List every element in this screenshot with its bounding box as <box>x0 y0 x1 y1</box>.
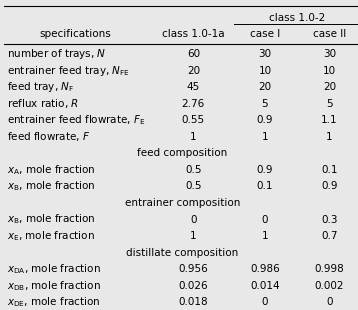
Text: entrainer composition: entrainer composition <box>125 198 240 208</box>
Text: 5: 5 <box>262 99 268 109</box>
Text: 1: 1 <box>190 132 197 142</box>
Text: feed flowrate, $F$: feed flowrate, $F$ <box>7 131 91 143</box>
Text: 0: 0 <box>326 297 333 307</box>
Text: case II: case II <box>313 29 346 39</box>
Text: 0: 0 <box>190 215 197 224</box>
Text: 30: 30 <box>323 49 336 59</box>
Text: 1: 1 <box>262 132 268 142</box>
Text: feed composition: feed composition <box>137 148 228 158</box>
Text: distillate composition: distillate composition <box>126 248 239 258</box>
Text: 60: 60 <box>187 49 200 59</box>
Text: 0: 0 <box>262 215 268 224</box>
Text: 0.014: 0.014 <box>250 281 280 291</box>
Text: $x_{\mathrm{A}}$, mole fraction: $x_{\mathrm{A}}$, mole fraction <box>7 163 96 177</box>
Text: reflux ratio, $R$: reflux ratio, $R$ <box>7 97 79 110</box>
Text: 0.1: 0.1 <box>257 181 273 192</box>
Text: entrainer feed flowrate, $F_{\mathrm{E}}$: entrainer feed flowrate, $F_{\mathrm{E}}… <box>7 113 146 127</box>
Text: 1: 1 <box>262 231 268 241</box>
Text: 0.002: 0.002 <box>315 281 344 291</box>
Text: 0.018: 0.018 <box>179 297 208 307</box>
Text: 0.998: 0.998 <box>314 264 344 274</box>
Text: $x_{\mathrm{DB}}$, mole fraction: $x_{\mathrm{DB}}$, mole fraction <box>7 279 101 293</box>
Text: $x_{\mathrm{DA}}$, mole fraction: $x_{\mathrm{DA}}$, mole fraction <box>7 262 101 276</box>
Text: 0.9: 0.9 <box>257 165 273 175</box>
Text: class 1.0-1a: class 1.0-1a <box>162 29 224 39</box>
Text: 1.1: 1.1 <box>321 115 338 125</box>
Text: class 1.0-2: class 1.0-2 <box>269 13 325 23</box>
Text: 0: 0 <box>262 297 268 307</box>
Text: 30: 30 <box>258 49 271 59</box>
Text: 0.9: 0.9 <box>257 115 273 125</box>
Text: 0.5: 0.5 <box>185 165 202 175</box>
Text: 1: 1 <box>190 231 197 241</box>
Text: $x_{\mathrm{B}}$, mole fraction: $x_{\mathrm{B}}$, mole fraction <box>7 179 96 193</box>
Text: 10: 10 <box>258 66 271 76</box>
Text: 0.986: 0.986 <box>250 264 280 274</box>
Text: 20: 20 <box>187 66 200 76</box>
Text: feed tray, $N_{\mathrm{F}}$: feed tray, $N_{\mathrm{F}}$ <box>7 80 74 94</box>
Text: specifications: specifications <box>40 29 112 39</box>
Text: 0.956: 0.956 <box>178 264 208 274</box>
Text: 10: 10 <box>323 66 336 76</box>
Text: 1: 1 <box>326 132 333 142</box>
Text: 20: 20 <box>258 82 271 92</box>
Text: 20: 20 <box>323 82 336 92</box>
Text: entrainer feed tray, $N_{\mathrm{FE}}$: entrainer feed tray, $N_{\mathrm{FE}}$ <box>7 64 130 78</box>
Text: number of trays, $N$: number of trays, $N$ <box>7 47 107 61</box>
Text: 0.026: 0.026 <box>179 281 208 291</box>
Text: $x_{\mathrm{B}}$, mole fraction: $x_{\mathrm{B}}$, mole fraction <box>7 213 96 226</box>
Text: $x_{\mathrm{E}}$, mole fraction: $x_{\mathrm{E}}$, mole fraction <box>7 229 95 243</box>
Text: 0.1: 0.1 <box>321 165 338 175</box>
Text: 0.3: 0.3 <box>321 215 338 224</box>
Text: 5: 5 <box>326 99 333 109</box>
Text: $x_{\mathrm{DE}}$, mole fraction: $x_{\mathrm{DE}}$, mole fraction <box>7 295 101 309</box>
Text: 0.55: 0.55 <box>182 115 205 125</box>
Text: 2.76: 2.76 <box>182 99 205 109</box>
Text: 0.7: 0.7 <box>321 231 338 241</box>
Text: 0.9: 0.9 <box>321 181 338 192</box>
Text: case I: case I <box>250 29 280 39</box>
Text: 45: 45 <box>187 82 200 92</box>
Text: 0.5: 0.5 <box>185 181 202 192</box>
